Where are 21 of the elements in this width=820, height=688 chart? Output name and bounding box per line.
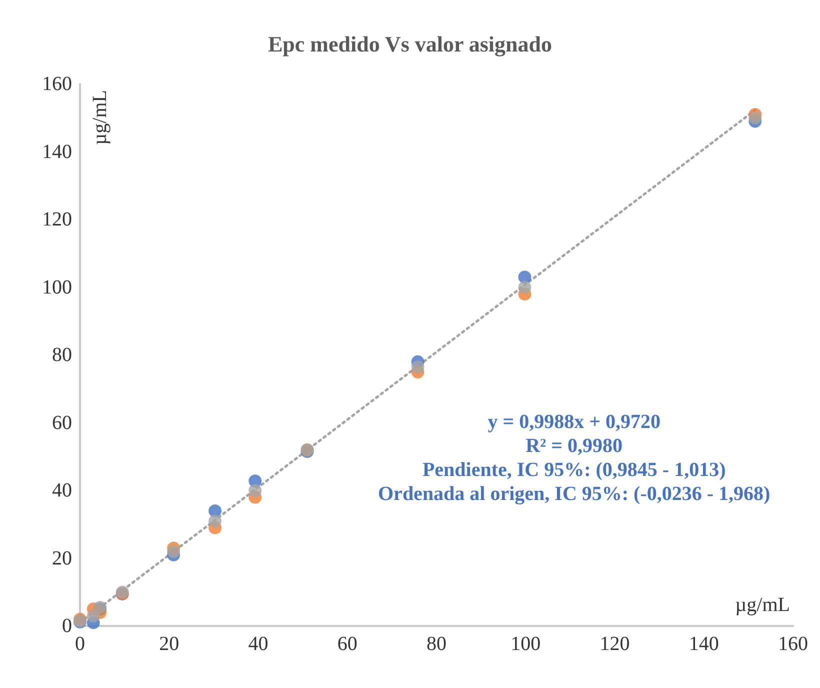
y-tick-label: 80 [52,344,72,366]
x-tick-label: 120 [600,633,630,655]
y-tick-label: 20 [52,547,72,570]
y-tick-label: 140 [42,140,72,163]
x-tick-label: 160 [778,633,808,655]
x-tick-label: 100 [510,633,541,655]
y-tick-label: 40 [52,480,72,502]
y-tick-label: 60 [52,412,72,434]
chart-title: Epc medido Vs valor asignado [268,32,552,56]
x-axis-title: µg/mL [735,594,790,616]
annotation: y = 0,9988x + 0,9720 R² = 0,9980 Pendiente, IC 95%: (0,9845 - 1,013) Ordenada al origen, IC 95%: (-0,0236 - 1,968) [378,411,770,505]
x-tick-label: 20 [159,633,180,655]
x-tick-label: 40 [248,633,268,655]
y-tick-label: 120 [42,208,72,230]
x-tick-label: 80 [426,633,446,655]
x-tick-label: 140 [688,633,719,655]
x-tick-label: 60 [337,633,358,655]
y-tick-label: 0 [62,615,72,637]
y-tick-label: 160 [42,73,72,95]
y-axis-title: µg/mL [89,90,111,145]
y-tick-label: 100 [42,276,72,298]
